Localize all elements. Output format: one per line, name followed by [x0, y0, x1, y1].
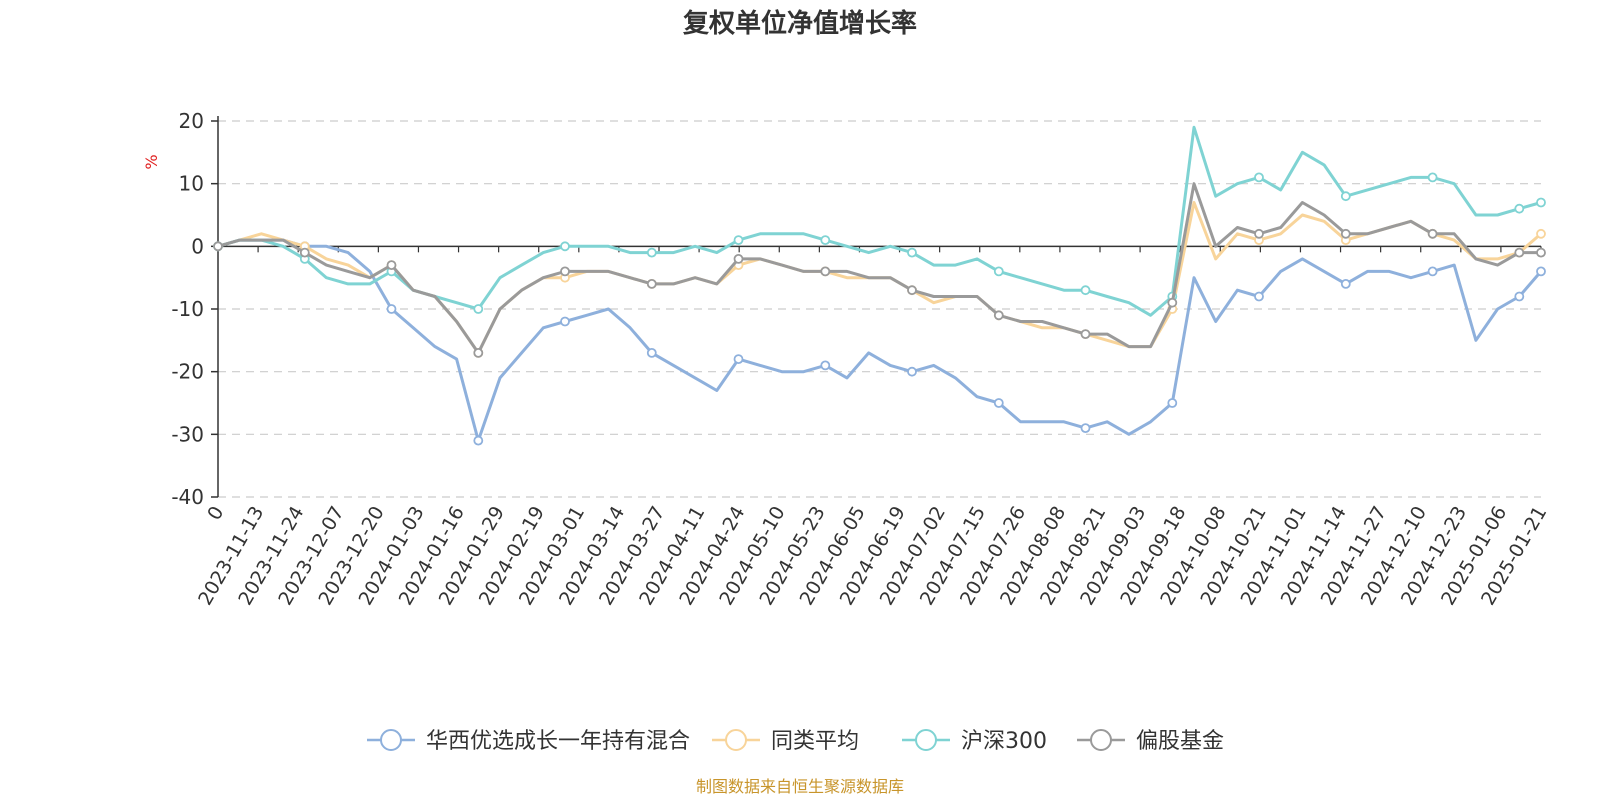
y-tick-label: -30: [171, 422, 204, 446]
y-tick-label: -20: [171, 360, 204, 384]
data-point: [1536, 266, 1546, 277]
series-line-0: [217, 238, 1543, 443]
x-tick-label: 0: [203, 503, 228, 524]
data-point: [299, 247, 310, 258]
data-point: [560, 241, 570, 252]
legend-marker-icon: [1090, 729, 1112, 751]
legend-marker-icon: [915, 729, 937, 751]
data-point: [1536, 247, 1546, 258]
data-point: [1340, 228, 1351, 239]
legend-marker-icon: [380, 729, 402, 751]
series-lines: [213, 125, 1546, 446]
data-point: [473, 435, 484, 446]
data-point: [386, 304, 397, 314]
data-point: [733, 235, 744, 246]
y-tick-label: 20: [179, 109, 204, 133]
y-axis: 20 10 0 -10 -20 -30 -40: [171, 109, 219, 509]
legend-label: 华西优选成长一年持有混合: [426, 729, 690, 754]
legend-label: 沪深300: [961, 729, 1047, 754]
data-point: [820, 360, 831, 371]
data-point: [1340, 278, 1351, 289]
y-tick-label: -10: [171, 297, 204, 321]
legend[interactable]: 华西优选成长一年持有混合 同类平均 沪深300 偏股基金: [367, 729, 1224, 754]
data-point: [1254, 291, 1264, 302]
data-point: [820, 266, 831, 277]
data-point: [907, 285, 917, 296]
chart-title: 复权单位净值增长率: [683, 8, 917, 39]
data-point: [560, 316, 570, 327]
legend-item-3[interactable]: 偏股基金: [1077, 729, 1224, 754]
data-point: [733, 253, 744, 264]
y-axis-unit: %: [142, 154, 161, 169]
source-note: 制图数据来自恒生聚源数据库: [696, 777, 904, 796]
legend-item-2[interactable]: 沪深300: [902, 729, 1047, 754]
x-axis: 02023-11-132023-11-242023-12-072023-12-2…: [194, 245, 1551, 609]
data-point: [1340, 191, 1351, 202]
data-point: [1254, 228, 1264, 239]
data-point: [1080, 329, 1091, 340]
data-point: [1514, 203, 1525, 214]
data-point: [993, 266, 1004, 277]
data-point: [1427, 266, 1438, 277]
data-point: [907, 247, 917, 258]
data-point: [386, 260, 397, 271]
data-point: [820, 235, 831, 246]
series-line-2: [217, 125, 1542, 317]
y-tick-label: 0: [191, 234, 204, 258]
data-point: [1514, 247, 1525, 258]
data-point: [1080, 285, 1091, 296]
data-point: [1427, 172, 1438, 183]
data-point: [473, 347, 484, 358]
legend-label: 同类平均: [771, 729, 859, 754]
data-point: [1167, 398, 1178, 408]
data-point: [733, 354, 744, 365]
data-point: [213, 241, 223, 252]
data-point: [1080, 423, 1091, 434]
data-point: [1427, 228, 1438, 239]
y-tick-label: -40: [171, 485, 204, 509]
data-point: [560, 266, 570, 277]
grid-lines: [218, 120, 1541, 498]
data-point: [1254, 172, 1264, 183]
data-point: [1167, 297, 1178, 308]
data-point: [993, 398, 1004, 408]
data-point: [473, 304, 484, 314]
data-point: [646, 347, 657, 358]
data-point: [646, 278, 657, 289]
data-point: [993, 310, 1004, 321]
legend-item-0[interactable]: 华西优选成长一年持有混合: [367, 729, 690, 754]
y-tick-label: 10: [179, 172, 204, 196]
data-point: [1536, 228, 1546, 239]
data-point: [646, 247, 657, 258]
data-point: [1514, 291, 1525, 302]
data-point: [1536, 197, 1546, 208]
legend-marker-icon: [725, 729, 747, 751]
legend-item-1[interactable]: 同类平均: [712, 729, 859, 754]
data-point: [907, 366, 917, 377]
legend-label: 偏股基金: [1136, 729, 1224, 754]
series-line-3: [217, 182, 1541, 355]
